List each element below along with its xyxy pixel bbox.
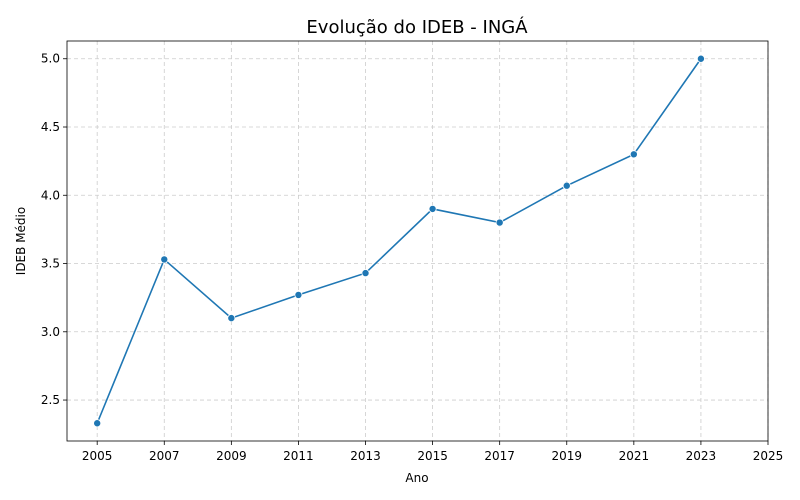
x-tick-label: 2009: [216, 449, 247, 463]
data-point: [227, 314, 236, 323]
data-point: [562, 181, 571, 190]
y-tick-label: 3.5: [41, 257, 60, 271]
data-point: [93, 419, 102, 428]
x-tick-label: 2007: [149, 449, 180, 463]
x-axis-label: Ano: [405, 471, 428, 485]
data-point: [160, 255, 169, 264]
chart-title: Evolução do IDEB - INGÁ: [306, 16, 528, 38]
x-tick-label: 2015: [417, 449, 448, 463]
x-tick-label: 2005: [82, 449, 113, 463]
x-tick-label: 2019: [551, 449, 582, 463]
y-tick-label: 2.5: [41, 393, 60, 407]
y-axis-label: IDEB Médio: [14, 207, 28, 275]
grid-lines: [67, 41, 769, 441]
y-axis: 2.5 3.0 3.5 4.0 4.5 5.0: [41, 52, 67, 407]
y-tick-label: 4.0: [41, 188, 60, 202]
y-tick-label: 4.5: [41, 120, 60, 134]
data-point: [495, 218, 504, 227]
x-tick-label: 2013: [350, 449, 381, 463]
y-tick-label: 3.0: [41, 325, 60, 339]
data-point: [696, 54, 705, 63]
data-point: [294, 290, 303, 299]
data-point: [629, 150, 638, 159]
x-tick-label: 2021: [619, 449, 650, 463]
plot-frame: [66, 40, 769, 442]
series-layer: [93, 54, 705, 428]
x-tick-label: 2023: [686, 449, 717, 463]
data-point: [361, 269, 370, 278]
x-axis: 2005 2007 2009 2011 2013 2015 2017 2019 2021 2023…: [82, 441, 783, 463]
series-line: [96, 58, 702, 424]
y-tick-label: 5.0: [41, 52, 60, 66]
data-point: [428, 204, 437, 213]
x-tick-label: 2017: [484, 449, 515, 463]
x-tick-label: 2025: [753, 449, 784, 463]
x-tick-label: 2011: [283, 449, 314, 463]
